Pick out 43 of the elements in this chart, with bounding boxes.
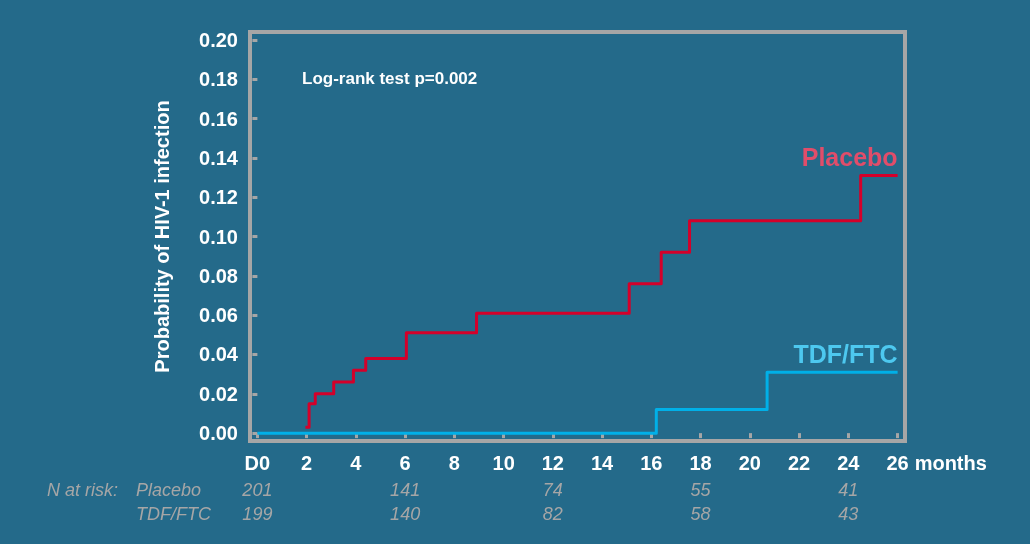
y-tick-label: 0.16 xyxy=(199,107,238,130)
x-tick-label: 18 xyxy=(689,452,712,474)
text: 55 xyxy=(690,480,712,500)
y-axis-title: Probability of HIV-1 infection xyxy=(151,100,173,373)
series-label: Placebo xyxy=(801,143,898,172)
y-tick-label: 0.12 xyxy=(199,186,238,209)
text: 141 xyxy=(390,480,421,500)
y-tick-label: 0.06 xyxy=(199,304,238,327)
y-tick-label: 0.00 xyxy=(199,422,238,445)
x-tick-label: 24 xyxy=(837,452,861,474)
y-tick-label: 0.14 xyxy=(199,146,239,169)
x-tick-label: 6 xyxy=(399,452,411,474)
series-label: TDF/FTC xyxy=(793,339,898,368)
x-tick-label: 14 xyxy=(591,452,615,474)
x-tick-label: 26 xyxy=(886,452,909,474)
annotation: Log-rank test p=0.002 xyxy=(302,68,478,88)
y-tick-label: 0.08 xyxy=(199,264,238,287)
y-tick-label: 0.20 xyxy=(199,28,238,51)
x-tick-label: 10 xyxy=(492,452,515,474)
x-tick-label: 8 xyxy=(448,452,460,474)
text: 43 xyxy=(838,504,859,524)
text: TDF/FTC xyxy=(136,504,212,524)
text: 140 xyxy=(390,504,421,524)
text: 74 xyxy=(542,480,563,500)
x-tick-label: 20 xyxy=(738,452,761,474)
x-tick-label: 4 xyxy=(350,452,363,474)
x-tick-label: 12 xyxy=(541,452,564,474)
x-tick-label: D0 xyxy=(244,452,271,474)
x-tick-label: 16 xyxy=(640,452,663,474)
text: 201 xyxy=(241,480,273,500)
text: 58 xyxy=(690,504,711,524)
y-tick-label: 0.10 xyxy=(199,225,238,248)
text: Placebo xyxy=(136,480,202,500)
y-tick-label: 0.02 xyxy=(199,382,238,405)
x-tick-label: 2 xyxy=(301,452,313,474)
text: 199 xyxy=(242,504,273,524)
text: 82 xyxy=(542,504,563,524)
x-tick-label: 22 xyxy=(787,452,811,474)
text: N at risk: xyxy=(46,480,118,500)
text: 41 xyxy=(838,480,859,500)
y-tick-label: 0.04 xyxy=(199,343,239,366)
y-tick-label: 0.18 xyxy=(199,68,238,91)
x-axis-title: months xyxy=(914,452,987,475)
